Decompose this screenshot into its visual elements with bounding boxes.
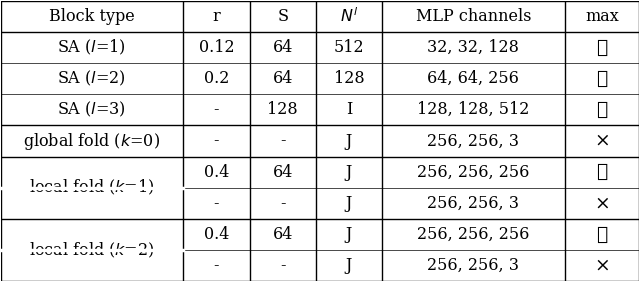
Text: SA ($l$=3): SA ($l$=3) [58,100,126,120]
Text: 256, 256, 256: 256, 256, 256 [417,226,530,243]
Text: -: - [280,195,285,212]
Text: 64: 64 [273,70,293,87]
Text: ✓: ✓ [596,101,607,119]
Text: 256, 256, 3: 256, 256, 3 [428,257,520,274]
Text: J: J [346,195,352,212]
Text: 256, 256, 3: 256, 256, 3 [428,133,520,149]
Text: J: J [346,226,352,243]
Text: -: - [280,257,285,274]
Text: J: J [346,257,352,274]
Text: 0.4: 0.4 [204,164,229,181]
Text: ×: × [594,132,610,150]
Text: -: - [280,133,285,149]
Text: 64: 64 [273,226,293,243]
Text: SA ($l$=2): SA ($l$=2) [58,69,126,88]
Text: r: r [212,8,220,25]
Text: ×: × [594,194,610,212]
Text: ✓: ✓ [596,38,607,56]
Text: SA ($l$=1): SA ($l$=1) [58,38,126,57]
Text: MLP channels: MLP channels [416,8,531,25]
Text: -: - [214,195,219,212]
Text: 0.2: 0.2 [204,70,229,87]
Text: local fold ($k$=2): local fold ($k$=2) [29,241,155,260]
Text: 256, 256, 256: 256, 256, 256 [417,164,530,181]
Text: global fold ($k$=0): global fold ($k$=0) [24,131,161,151]
Text: max: max [585,8,619,25]
Text: 64: 64 [273,164,293,181]
Text: I: I [346,101,352,118]
Text: -: - [214,101,219,118]
Text: ✓: ✓ [596,163,607,181]
Text: J: J [346,164,352,181]
Text: 32, 32, 128: 32, 32, 128 [428,39,520,56]
Text: $N^l$: $N^l$ [340,7,358,26]
Text: ✓: ✓ [596,70,607,88]
Text: 128: 128 [333,70,364,87]
Text: 128, 128, 512: 128, 128, 512 [417,101,530,118]
Text: 512: 512 [333,39,364,56]
Text: local fold ($k$=1): local fold ($k$=1) [29,178,155,197]
Text: -: - [214,133,219,149]
Text: J: J [346,133,352,149]
Text: ×: × [594,257,610,275]
Text: 64: 64 [273,39,293,56]
Text: 0.12: 0.12 [198,39,234,56]
Text: 0.4: 0.4 [204,226,229,243]
Text: Block type: Block type [49,8,135,25]
Text: S: S [277,8,288,25]
Text: ✓: ✓ [596,226,607,244]
Text: 128: 128 [268,101,298,118]
Text: -: - [214,257,219,274]
Text: 64, 64, 256: 64, 64, 256 [428,70,520,87]
Text: 256, 256, 3: 256, 256, 3 [428,195,520,212]
